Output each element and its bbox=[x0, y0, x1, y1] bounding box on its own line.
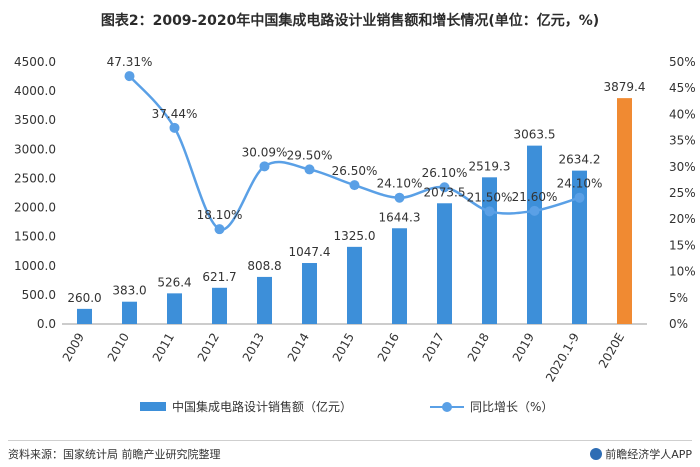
left-axis-tick-label: 2000.0 bbox=[14, 201, 56, 215]
growth-data-label: 37.44% bbox=[152, 107, 198, 121]
brand-name: 前瞻经济学人APP bbox=[605, 448, 692, 461]
x-axis-tick-label: 2012 bbox=[195, 331, 222, 364]
bar-data-label: 1644.3 bbox=[379, 210, 421, 224]
growth-data-label: 18.10% bbox=[197, 208, 243, 222]
x-axis-tick-label: 2019 bbox=[510, 331, 537, 364]
growth-point bbox=[349, 180, 360, 191]
growth-data-label: 24.10% bbox=[377, 177, 423, 191]
left-axis-tick-label: 3500.0 bbox=[14, 113, 56, 127]
growth-point bbox=[394, 192, 405, 203]
bar-data-label: 3063.5 bbox=[514, 128, 556, 142]
left-axis-tick-label: 0.0 bbox=[37, 317, 56, 331]
bar bbox=[122, 301, 137, 324]
x-axis-tick-label: 2011 bbox=[150, 331, 177, 364]
right-axis-tick-label: 15% bbox=[669, 238, 696, 252]
left-axis-tick-label: 4000.0 bbox=[14, 84, 56, 98]
bar bbox=[347, 246, 362, 324]
growth-data-label: 26.10% bbox=[422, 166, 468, 180]
bar-data-label: 621.7 bbox=[202, 270, 236, 284]
bar-data-label: 1325.0 bbox=[334, 229, 376, 243]
x-axis-tick-label: 2015 bbox=[330, 331, 357, 364]
chart-title: 图表2：2009-2020年中国集成电路设计业销售额和增长情况(单位：亿元，%) bbox=[100, 13, 600, 29]
growth-data-label: 26.50% bbox=[332, 164, 378, 178]
brand: 前瞻经济学人APP bbox=[590, 446, 692, 462]
growth-point bbox=[259, 161, 270, 172]
x-axis-tick-label: 2009 bbox=[60, 331, 87, 364]
bar bbox=[437, 203, 452, 324]
growth-data-label: 21.60% bbox=[512, 190, 558, 204]
growth-point bbox=[304, 164, 315, 175]
growth-data-label: 30.09% bbox=[242, 145, 288, 159]
legend-label-sales: 中国集成电路设计销售额（亿元） bbox=[172, 400, 353, 414]
bar bbox=[527, 145, 542, 324]
growth-point bbox=[574, 192, 585, 203]
brand-logo-icon bbox=[590, 448, 603, 460]
growth-line bbox=[128, 75, 580, 231]
left-axis-tick-label: 1000.0 bbox=[14, 259, 56, 273]
right-axis-tick-label: 25% bbox=[669, 186, 696, 200]
growth-point bbox=[169, 122, 180, 133]
growth-data-label: 47.31% bbox=[107, 55, 153, 69]
growth-data-label: 24.10% bbox=[557, 177, 603, 191]
x-axis-tick-label: 2020E bbox=[596, 331, 627, 371]
x-axis-tick-label: 2017 bbox=[420, 331, 447, 364]
x-axis-tick-label: 2010 bbox=[105, 331, 132, 364]
right-axis-tick-label: 20% bbox=[669, 212, 696, 226]
right-axis-tick-label: 35% bbox=[669, 134, 696, 148]
left-axis-tick-label: 2500.0 bbox=[14, 171, 56, 185]
legend-item-sales: 中国集成电路设计销售额（亿元） bbox=[140, 398, 352, 415]
right-axis-tick-label: 50% bbox=[669, 55, 696, 69]
x-axis-tick-label: 2014 bbox=[285, 331, 312, 364]
growth-point bbox=[484, 206, 495, 217]
bar bbox=[617, 98, 632, 324]
chart-area: 0.0 500.0 1000.0 1500.0 2000.0 2500.0 3000.0 35… bbox=[14, 55, 696, 385]
source-note: 资料来源：国家统计局 前瞻产业研究院整理 bbox=[8, 448, 221, 461]
right-axis-tick-label: 5% bbox=[669, 291, 688, 305]
growth-point bbox=[439, 182, 450, 193]
bar bbox=[212, 287, 227, 324]
bar bbox=[572, 170, 587, 324]
x-axis-tick-label: 2013 bbox=[240, 331, 267, 364]
right-axis-tick-label: 10% bbox=[669, 265, 696, 279]
legend-bar-swatch bbox=[140, 402, 166, 411]
legend-line-swatch bbox=[430, 401, 464, 412]
bar-data-label: 2073.5 bbox=[424, 185, 466, 199]
right-axis-tick-label: 40% bbox=[669, 107, 696, 121]
bar bbox=[302, 263, 317, 324]
legend: 中国集成电路设计销售额（亿元） 同比增长（%） bbox=[0, 398, 700, 422]
bar-data-label: 1047.4 bbox=[289, 245, 331, 259]
bar-data-label: 808.8 bbox=[247, 259, 281, 273]
bar-data-label: 3879.4 bbox=[604, 80, 646, 94]
legend-label-growth: 同比增长（%） bbox=[470, 400, 554, 414]
growth-data-label: 29.50% bbox=[287, 148, 333, 162]
bar-data-label: 2519.3 bbox=[469, 159, 511, 173]
x-axis-tick-label: 2018 bbox=[465, 331, 492, 364]
bar bbox=[77, 308, 92, 324]
left-axis-tick-label: 4500.0 bbox=[14, 55, 56, 69]
growth-point bbox=[214, 224, 225, 235]
footer-divider bbox=[8, 440, 692, 441]
growth-data-label: 21.50% bbox=[467, 190, 513, 204]
x-axis-tick-label: 2016 bbox=[375, 331, 402, 364]
x-axis-tick-label: 2020.1-9 bbox=[543, 331, 582, 385]
growth-point bbox=[529, 205, 540, 216]
bar bbox=[167, 293, 182, 324]
bar bbox=[257, 276, 272, 324]
left-axis-tick-label: 500.0 bbox=[22, 288, 56, 302]
right-axis-tick-label: 30% bbox=[669, 160, 696, 174]
bar-data-label: 383.0 bbox=[112, 284, 146, 298]
legend-item-growth: 同比增长（%） bbox=[430, 398, 553, 415]
right-axis-tick-label: 45% bbox=[669, 81, 696, 95]
right-axis-tick-label: 0% bbox=[669, 317, 688, 331]
left-axis-tick-label: 3000.0 bbox=[14, 142, 56, 156]
bar-data-label: 526.4 bbox=[157, 275, 191, 289]
bar bbox=[392, 228, 407, 324]
left-axis-tick-label: 1500.0 bbox=[14, 230, 56, 244]
bar-data-label: 260.0 bbox=[67, 291, 101, 305]
growth-point bbox=[124, 71, 135, 82]
bar-data-label: 2634.2 bbox=[559, 153, 601, 167]
